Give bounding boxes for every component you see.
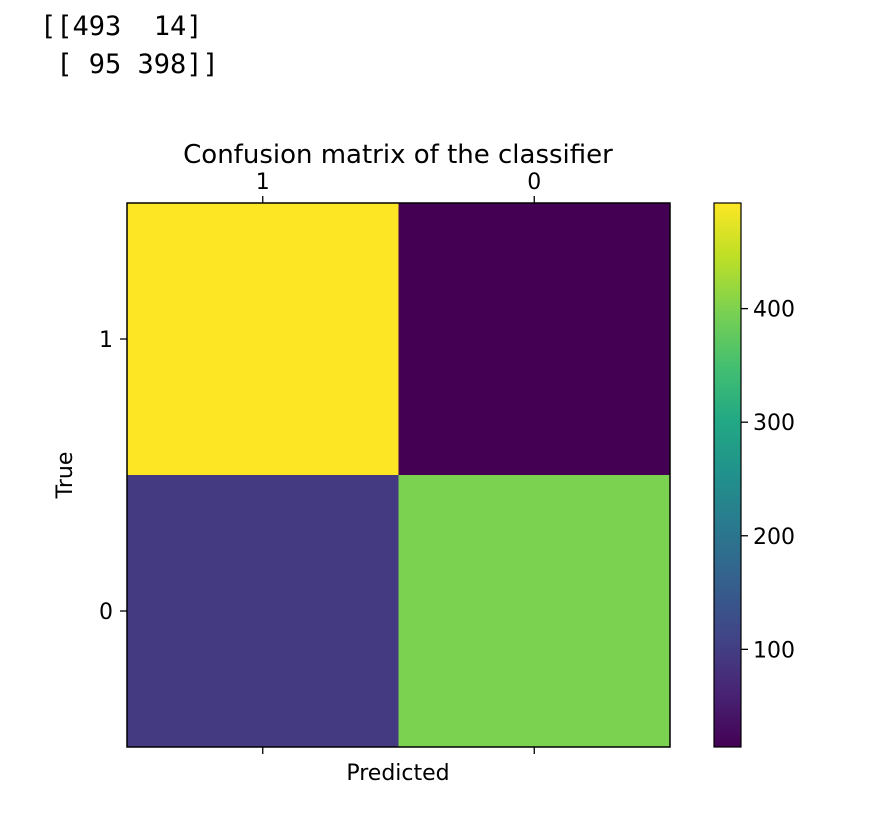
colorbar-tick-label-3: 400 <box>753 298 795 323</box>
heatmap-cell-0-1 <box>398 203 670 475</box>
colorbar-tick-label-0: 100 <box>753 638 795 663</box>
y-tick-label-1: 0 <box>99 600 113 625</box>
chart-title: Confusion matrix of the classifier <box>183 140 613 170</box>
heatmap-cell-1-1 <box>398 475 670 747</box>
heatmap-cell-0-0 <box>127 203 399 475</box>
y-axis-ticks: 10 <box>99 328 127 625</box>
heatmap-cells <box>127 203 670 747</box>
plot-frame <box>126 202 671 748</box>
colorbar <box>713 202 742 748</box>
colorbar-tick-label-2: 300 <box>753 411 795 436</box>
y-axis-label: True <box>53 452 78 500</box>
matrix-output-line-1: [[493 14] <box>40 11 203 42</box>
colorbar-ticks: 100 200 300 400 <box>741 298 795 663</box>
x-tick-label-0: 1 <box>256 170 270 195</box>
matrix-output-line-2: [ 95 398]] <box>40 49 219 80</box>
y-tick-label-0: 1 <box>99 328 113 353</box>
matrix-output: [[493 14] [ 95 398]] <box>40 8 219 84</box>
x-tick-label-1: 0 <box>527 170 541 195</box>
heatmap-cell-1-0 <box>127 475 399 747</box>
colorbar-tick-label-1: 200 <box>753 525 795 550</box>
x-axis-label: Predicted <box>346 761 449 786</box>
